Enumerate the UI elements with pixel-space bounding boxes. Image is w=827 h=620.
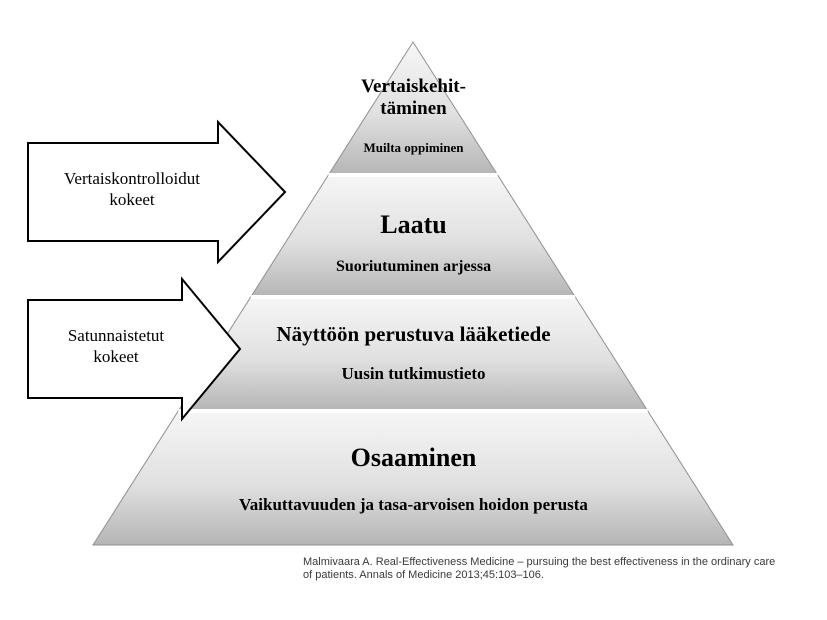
citation-text: Malmivaara A. Real-Effectiveness Medicin… (303, 556, 803, 582)
level-1-title-line1: Vertaiskehit- (0, 76, 827, 98)
citation-line2: of patients. Annals of Medicine 2013;45:… (303, 569, 544, 581)
level-2-subtitle: Suoriutuminen arjessa (0, 258, 827, 276)
level-4-subtitle: Vaikuttavuuden ja tasa-arvoisen hoidon p… (0, 495, 827, 515)
arrow-2-line2: kokeet (93, 347, 138, 366)
arrow-2-label: Satunnaistetut kokeet (44, 325, 188, 368)
level-1-subtitle: Muilta oppiminen (0, 140, 827, 156)
level-4-title: Osaaminen (0, 443, 827, 473)
level-2-title: Laatu (0, 210, 827, 240)
level-2: Laatu (0, 210, 827, 240)
citation-line1: Malmivaara A. Real-Effectiveness Medicin… (303, 556, 775, 568)
arrow-1-line1: Vertaiskontrolloidut (64, 169, 200, 188)
level-2-sub: Suoriutuminen arjessa (0, 258, 827, 276)
arrow-1-line2: kokeet (109, 190, 154, 209)
arrow-1-label: Vertaiskontrolloidut kokeet (42, 168, 222, 211)
level-1-sub: Muilta oppiminen (0, 140, 827, 156)
level-1: Vertaiskehit- täminen (0, 76, 827, 120)
level-4: Osaaminen (0, 443, 827, 473)
level-1-title-line2: täminen (0, 98, 827, 120)
level-4-sub: Vaikuttavuuden ja tasa-arvoisen hoidon p… (0, 495, 827, 515)
arrow-2-line1: Satunnaistetut (68, 326, 164, 345)
